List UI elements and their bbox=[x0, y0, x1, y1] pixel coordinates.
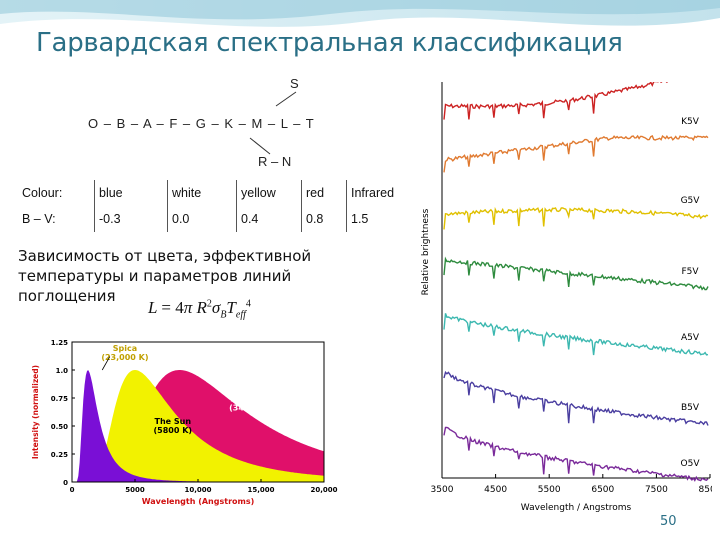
x-tick-label: 15,000 bbox=[247, 486, 274, 494]
table-cell: -0.3 bbox=[94, 206, 168, 232]
x-tick-label: 3500 bbox=[431, 485, 454, 495]
formula-equals: = bbox=[161, 298, 171, 317]
formula-radius-exponent: 2 bbox=[206, 298, 212, 310]
x-tick-label: 5500 bbox=[538, 485, 561, 495]
sequence-upper-branch: S bbox=[290, 76, 299, 91]
table-cell: white bbox=[167, 180, 237, 206]
formula-radius: R bbox=[196, 298, 207, 317]
table-row: Colour: blue white yellow red Infrared bbox=[18, 180, 402, 206]
series-label-k5v: K5V bbox=[681, 117, 700, 127]
table-cell: blue bbox=[94, 180, 168, 206]
y-tick-label: 0.75 bbox=[51, 395, 68, 403]
sequence-branch-lines bbox=[249, 91, 297, 155]
spectrum-b5v bbox=[443, 370, 709, 426]
spectrum-f5v bbox=[443, 256, 709, 291]
formula-temperature-subscript: eff bbox=[235, 309, 246, 321]
formula-temperature-exponent: 4 bbox=[245, 298, 251, 310]
dependency-note: Зависимость от цвета, эффективной темпер… bbox=[18, 247, 312, 305]
series-temp-antares: (3400 K) bbox=[229, 403, 268, 412]
x-axis-label: Wavelength (Angstroms) bbox=[142, 497, 255, 506]
formula-temperature: T bbox=[226, 298, 236, 317]
slide-title: Гарвардская спектральная классификация bbox=[36, 28, 623, 58]
table-cell: red bbox=[301, 180, 347, 206]
table-row-label: Colour: bbox=[22, 186, 63, 200]
series-temp-the-sun: (5800 K) bbox=[154, 426, 193, 435]
series-label-antares: Antares bbox=[231, 394, 266, 403]
background-waves bbox=[0, 0, 720, 27]
formula-sigma: σ bbox=[211, 298, 221, 317]
spectrum-m5v bbox=[443, 82, 668, 120]
stellar-spectra-chart: 3500 4500 5500 6500 7500 8500 Wavelength / Ang… bbox=[421, 82, 712, 513]
spica-pointer bbox=[101, 356, 111, 371]
series-label-o5v: O5V bbox=[681, 459, 701, 469]
table-cell: 1.5 bbox=[346, 206, 402, 232]
y-tick-label: 0.50 bbox=[51, 423, 68, 431]
page-number: 50 bbox=[660, 514, 677, 529]
blackbody-chart: 0 0.25 0.50 0.75 1.0 1.25 0 5000 10,000 15,000 20,… bbox=[31, 339, 338, 506]
formula-sigma-subscript: B bbox=[220, 309, 227, 321]
x-tick-label: 7500 bbox=[645, 485, 668, 495]
luminosity-formula: L = 4π R2σBTeff4 bbox=[148, 298, 251, 320]
spectrum-k5v bbox=[443, 134, 709, 173]
spectral-sequence: S O – B – A – F – G – K – M – L – T R – … bbox=[18, 70, 400, 178]
series-label-b5v: B5V bbox=[681, 403, 700, 413]
formula-pi: π bbox=[183, 298, 193, 317]
sequence-lower-branch: R – N bbox=[258, 154, 292, 169]
x-axis-label: Wavelength / Angstroms bbox=[521, 503, 632, 513]
x-tick-label: 5000 bbox=[125, 486, 145, 494]
formula-coefficient: 4 bbox=[175, 298, 184, 317]
table-row: B – V: -0.3 0.0 0.4 0.8 1.5 bbox=[18, 206, 402, 232]
x-tick-label: 0 bbox=[70, 486, 75, 494]
series-label-g5v: G5V bbox=[681, 196, 701, 206]
y-axis-label: Intensity (normalized) bbox=[31, 365, 40, 459]
y-tick-label: 0 bbox=[63, 479, 68, 487]
x-tick-label: 4500 bbox=[484, 485, 507, 495]
x-tick-label: 20,000 bbox=[310, 486, 337, 494]
table-cell: yellow bbox=[236, 180, 302, 206]
x-tick-label: 8500 bbox=[699, 485, 712, 495]
table-cell: 0.8 bbox=[301, 206, 347, 232]
sequence-main: O – B – A – F – G – K – M – L – T bbox=[88, 116, 315, 131]
curve-spica bbox=[72, 370, 324, 482]
y-tick-label: 1.25 bbox=[51, 339, 68, 347]
table-cell: 0.4 bbox=[236, 206, 302, 232]
x-tick-label: 6500 bbox=[591, 485, 614, 495]
spectrum-o5v bbox=[443, 426, 709, 482]
colour-table: Colour: blue white yellow red Infrared B… bbox=[18, 180, 402, 232]
y-tick-label: 1.0 bbox=[56, 367, 69, 375]
curve-the-sun bbox=[72, 370, 324, 482]
spectrum-g5v bbox=[443, 206, 709, 230]
series-label-a5v: A5V bbox=[681, 333, 700, 343]
series-temp-spica: (23,000 K) bbox=[101, 353, 148, 362]
y-tick-label: 0.25 bbox=[51, 451, 68, 459]
table-cell: 0.0 bbox=[167, 206, 237, 232]
series-label-f5v: F5V bbox=[681, 267, 699, 277]
x-tick-label: 10,000 bbox=[184, 486, 211, 494]
formula-lhs: L bbox=[148, 298, 158, 317]
spectrum-a5v bbox=[443, 313, 709, 356]
y-axis-label: Relative brightness bbox=[421, 208, 431, 295]
series-label-spica: Spica bbox=[113, 344, 137, 353]
table-row-label: B – V: bbox=[22, 212, 56, 226]
series-label-the-sun: The Sun bbox=[155, 417, 192, 426]
table-cell: Infrared bbox=[346, 180, 402, 206]
